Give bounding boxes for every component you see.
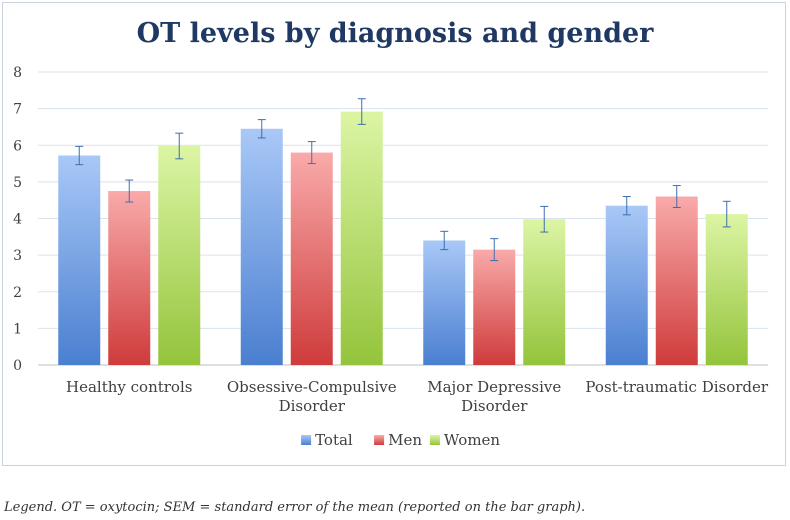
- y-tick-label: 3: [13, 248, 22, 264]
- bar-total-0: [58, 155, 101, 365]
- y-tick-label: 5: [13, 175, 22, 191]
- x-category-label: Disorder: [279, 397, 346, 415]
- x-category-label: Major Depressive: [427, 378, 561, 396]
- legend-label-men: Men: [388, 431, 422, 449]
- x-category-label: Healthy controls: [66, 378, 192, 396]
- y-tick-label: 2: [13, 285, 22, 301]
- x-category-label: Disorder: [461, 397, 528, 415]
- legend-swatch-women: [429, 435, 440, 445]
- legend-label-women: Women: [444, 431, 501, 449]
- bar-women-1: [340, 111, 383, 366]
- bar-total-2: [423, 240, 466, 365]
- bar-women-0: [158, 145, 201, 365]
- bar-men-3: [655, 196, 698, 365]
- y-tick-label: 0: [13, 358, 22, 374]
- chart-title: OT levels by diagnosis and gender: [137, 18, 654, 49]
- y-tick-label: 1: [13, 321, 22, 337]
- y-tick-label: 7: [13, 102, 22, 118]
- y-tick-label: 8: [13, 65, 22, 81]
- x-category-label: Obsessive-Compulsive: [227, 378, 397, 396]
- bar-total-3: [605, 205, 648, 365]
- bar-chart: OT levels by diagnosis and gender 0 1 2 3 4 5 6…: [13, 18, 769, 449]
- bar-men-2: [473, 249, 516, 365]
- bar-total-1: [240, 128, 283, 365]
- y-tick-label: 4: [13, 212, 22, 228]
- bar-men-0: [108, 191, 151, 365]
- legend-swatch-men: [374, 435, 385, 445]
- y-tick-label: 6: [13, 138, 22, 154]
- bar-women-3: [705, 214, 748, 365]
- legend-swatch-total: [301, 435, 312, 445]
- x-category-label: Post-traumatic Disorder: [585, 378, 768, 396]
- figure-caption: Legend. OT = oxytocin; SEM = standard er…: [4, 500, 586, 515]
- bar-women-2: [523, 219, 566, 365]
- bar-men-1: [290, 152, 333, 365]
- legend-label-total: Total: [315, 431, 353, 449]
